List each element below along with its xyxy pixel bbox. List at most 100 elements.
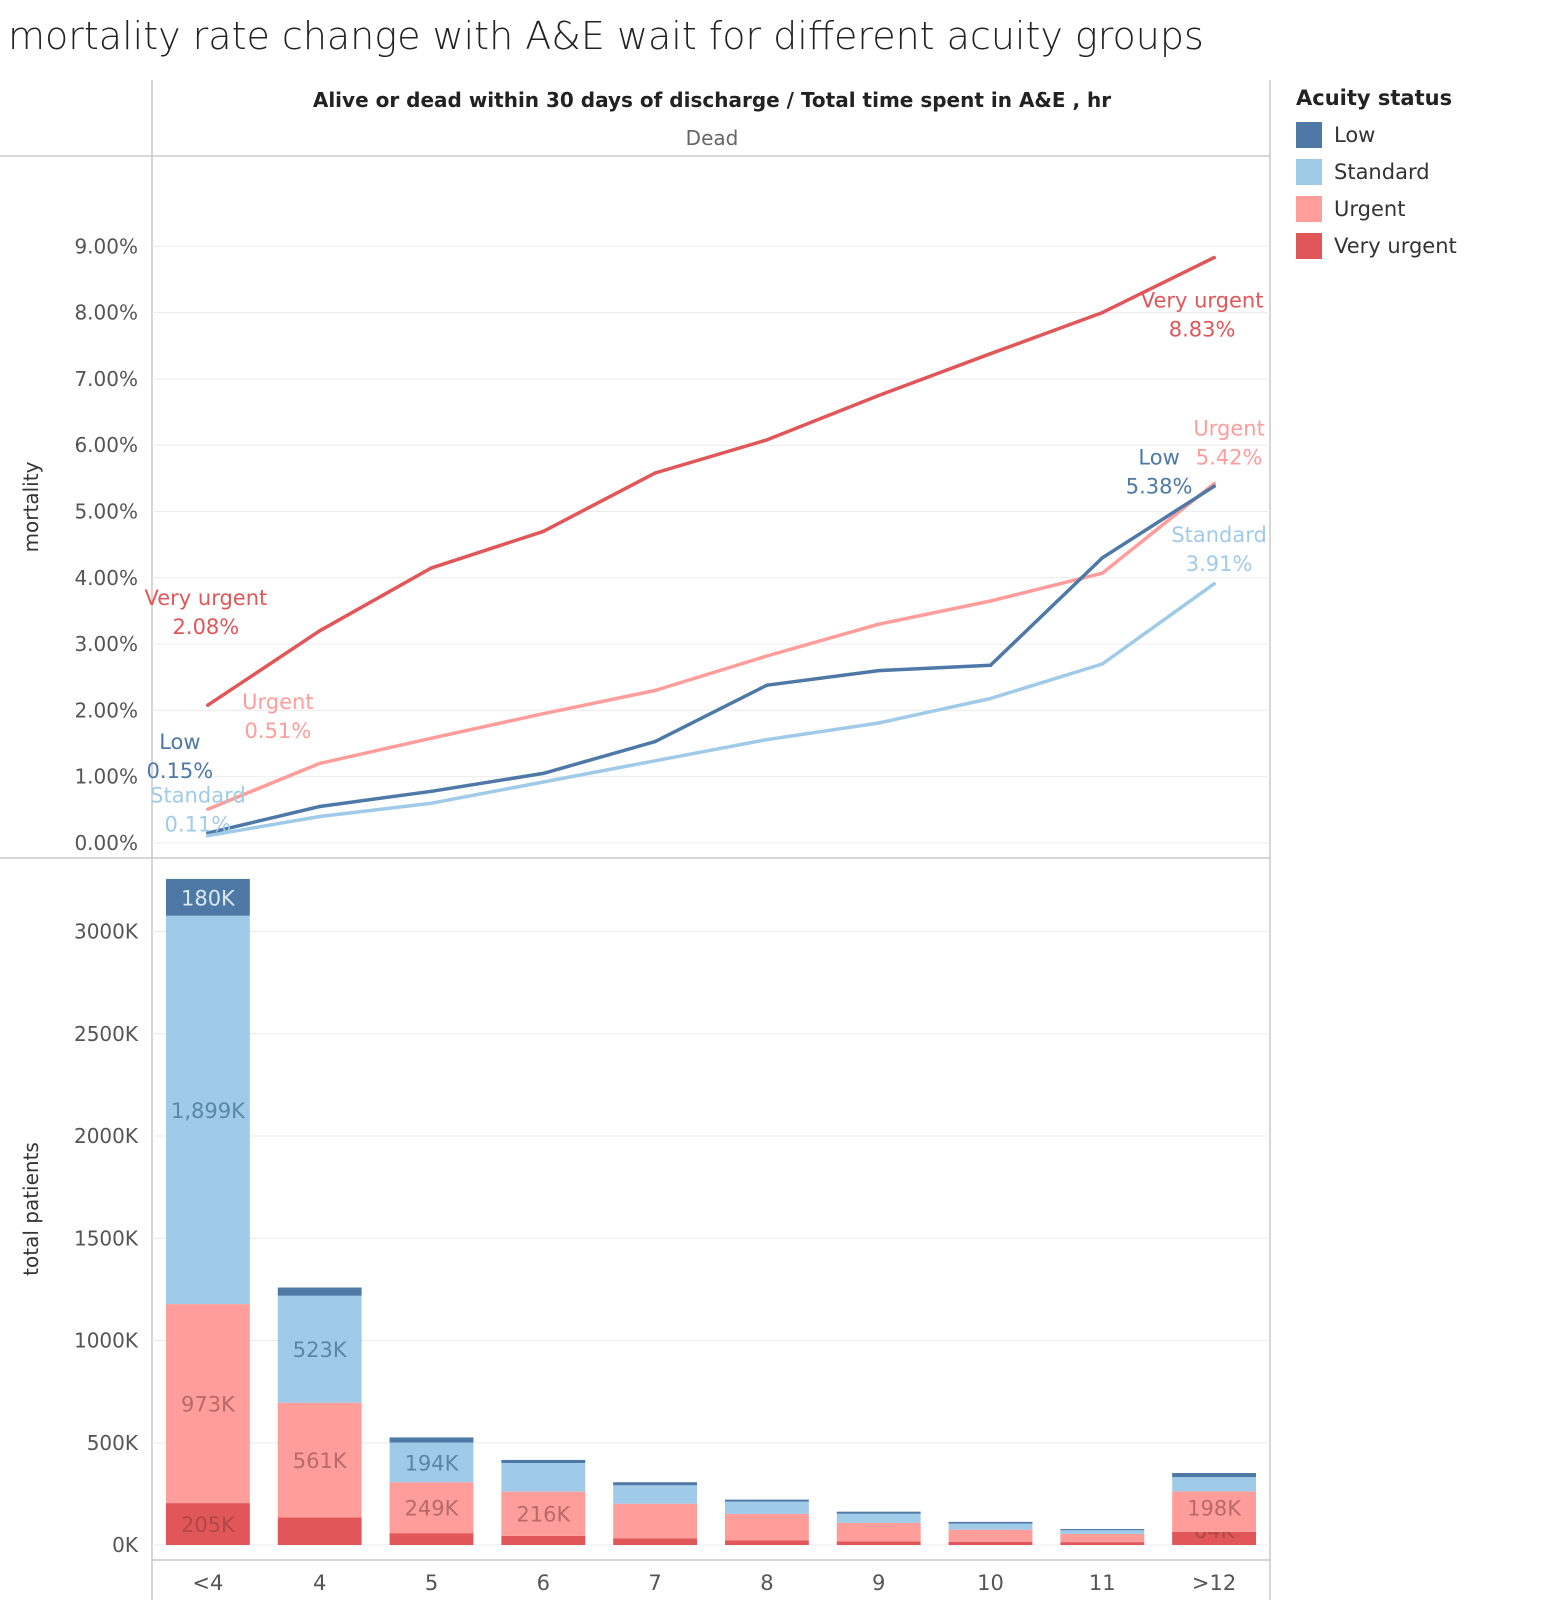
bar-label-urgent: 249K	[405, 1497, 460, 1521]
point-low	[541, 771, 546, 776]
bar-label-very-urgent: 205K	[181, 1513, 236, 1537]
bar-segment-low	[501, 1459, 586, 1463]
point-urgent	[988, 599, 993, 603]
legend-label: Low	[1334, 122, 1376, 147]
bar-segment-standard	[724, 1501, 809, 1514]
bar-segment-standard	[1060, 1530, 1145, 1534]
point-low	[876, 668, 881, 673]
point-very-urgent	[653, 471, 657, 475]
legend-item-low[interactable]: Low	[1296, 116, 1457, 153]
legend-item-very-urgent[interactable]: Very urgent	[1296, 227, 1457, 264]
x-axis: <4 4 5 6 7 8 9 10 11 >12	[192, 1571, 1236, 1595]
point-standard	[876, 721, 881, 725]
chart-header: Alive or dead within 30 days of discharg…	[313, 88, 1111, 150]
legend-swatch	[1296, 195, 1322, 222]
bar-segment-very-urgent	[724, 1540, 809, 1545]
point-urgent	[541, 711, 546, 716]
legend-swatch	[1296, 121, 1322, 148]
bar-segment-very-urgent	[165, 1503, 250, 1545]
legend-label: Standard	[1334, 159, 1430, 184]
legend-item-standard[interactable]: Standard	[1296, 153, 1457, 190]
point-low	[1100, 556, 1105, 560]
annotation-name-standard: Standard	[1171, 523, 1267, 547]
bar-label-low: 180K	[181, 886, 236, 910]
bar-label-standard: 1,899K	[171, 1099, 246, 1123]
bar-segment-urgent	[724, 1513, 809, 1541]
point-standard	[653, 759, 657, 763]
chart-frame	[0, 80, 1271, 1600]
bar-segment-very-urgent	[613, 1538, 698, 1545]
chart-title: mortality rate change with A&E wait for …	[8, 14, 1204, 58]
legend-item-urgent[interactable]: Urgent	[1296, 190, 1457, 227]
bar-segment-very-urgent	[389, 1533, 474, 1545]
point-standard	[541, 780, 546, 784]
point-standard	[1212, 582, 1216, 586]
mortality-tick-label: 9.00%	[74, 234, 138, 258]
x-tick-label: >12	[1192, 1571, 1236, 1595]
point-low	[765, 683, 769, 687]
point-very-urgent	[317, 629, 322, 633]
bar-segment-low	[948, 1521, 1033, 1524]
legend: Acuity status Low Standard Urgent Very urge…	[1296, 86, 1457, 264]
bar-segment-standard	[836, 1513, 921, 1523]
point-low	[1212, 484, 1216, 489]
mortality-tick-label: 6.00%	[74, 433, 138, 457]
mortality-tick-label: 0.00%	[74, 831, 138, 855]
annotation-name-standard: Standard	[150, 784, 246, 808]
bar-segment-urgent	[836, 1522, 921, 1542]
patients-tick-label: 2000K	[74, 1124, 139, 1148]
mortality-axis-title: mortality	[19, 461, 43, 552]
mortality-tick-label: 5.00%	[74, 500, 138, 524]
x-tick-label: 10	[977, 1571, 1004, 1595]
bar-segment-very-urgent	[1172, 1531, 1257, 1545]
line-urgent	[206, 481, 1216, 811]
annotation-value-urgent: 5.42%	[1196, 446, 1263, 470]
mortality-tick-label: 3.00%	[74, 632, 138, 656]
point-very-urgent	[206, 703, 210, 707]
point-urgent	[876, 622, 881, 626]
annotation-value-urgent: 0.51%	[245, 719, 312, 743]
bar-segment-urgent	[948, 1529, 1033, 1542]
point-urgent	[1212, 481, 1216, 486]
bar-segment-standard	[389, 1442, 474, 1483]
mortality-tick-label: 8.00%	[74, 301, 138, 325]
patients-axis-title: total patients	[19, 1142, 43, 1276]
mortality-tick-label: 2.00%	[74, 698, 138, 722]
point-urgent	[429, 736, 434, 740]
point-standard	[988, 696, 993, 701]
line-low	[206, 484, 1216, 835]
annotation-name-low: Low	[1138, 445, 1179, 469]
bar-label-urgent: 216K	[516, 1503, 571, 1527]
bar-segment-low	[1060, 1529, 1145, 1531]
point-urgent	[206, 807, 210, 811]
line-very-urgent	[206, 255, 1216, 707]
bar-segment-low	[277, 1287, 362, 1296]
bar-segment-urgent	[613, 1503, 698, 1539]
patients-tick-label: 1500K	[74, 1226, 139, 1250]
point-standard	[1100, 662, 1105, 666]
bar-segment-standard	[277, 1295, 362, 1403]
bar-segment-low	[389, 1437, 474, 1443]
header-line-1: Alive or dead within 30 days of discharg…	[313, 88, 1111, 112]
legend-label: Very urgent	[1334, 233, 1457, 258]
patients-tick-label: 2500K	[74, 1022, 139, 1046]
patients-tick-label: 500K	[87, 1431, 139, 1455]
bar-label-standard: 523K	[293, 1338, 348, 1362]
mortality-tick-label: 4.00%	[74, 566, 138, 590]
patients-tick-label: 1000K	[74, 1329, 139, 1353]
bar-label-urgent: 561K	[293, 1449, 348, 1473]
point-very-urgent	[1100, 310, 1105, 315]
bar-segment-standard	[613, 1485, 698, 1504]
mortality-tick-label: 1.00%	[74, 765, 138, 789]
point-standard	[429, 801, 434, 805]
bar-segment-very-urgent	[836, 1541, 921, 1545]
x-tick-label: 11	[1089, 1571, 1116, 1595]
bar-segment-urgent	[501, 1491, 586, 1536]
bar-segment-standard	[501, 1462, 586, 1492]
annotation-value-low: 0.15%	[147, 759, 214, 783]
point-very-urgent	[876, 393, 881, 398]
bar-segment-urgent	[277, 1402, 362, 1518]
bar-segment-standard	[165, 915, 250, 1305]
mortality-line-panel: 0.00% 1.00% 2.00% 3.00% 4.00% 5.00% 6.00% 7.00%…	[19, 234, 1270, 855]
